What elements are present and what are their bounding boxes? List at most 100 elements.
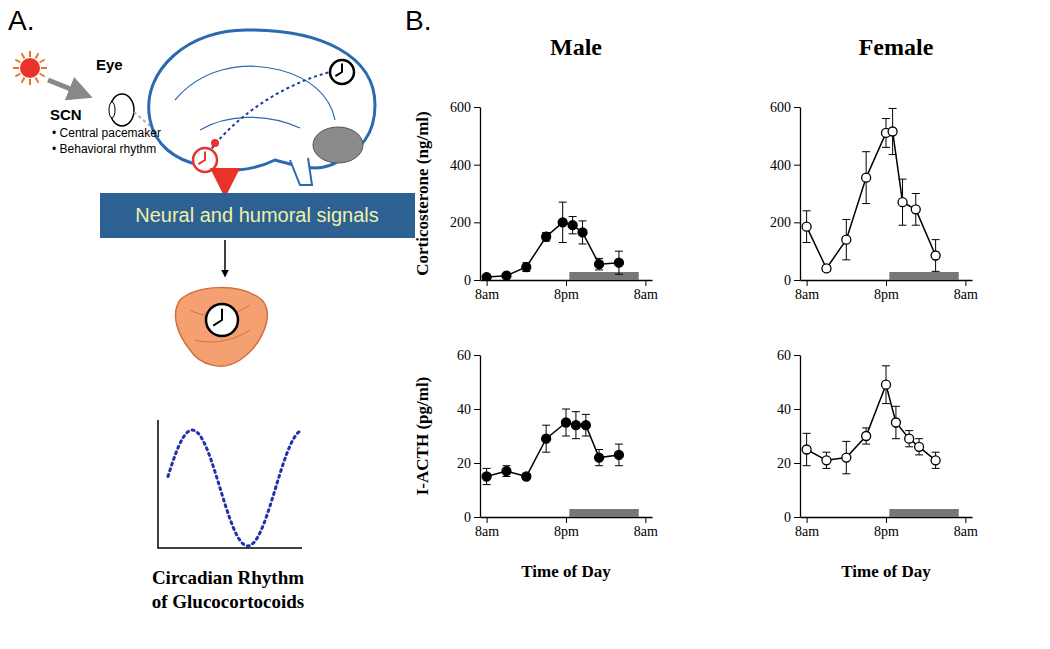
x-tick-mark [645,517,646,523]
sun [13,51,47,85]
x-tick-label: 8pm [874,287,899,302]
data-point [522,263,531,272]
error-bar [615,444,623,466]
error-bar [595,258,603,270]
x-axis: 8am 8pm 8am [475,517,658,539]
error-bar-cap [932,239,940,240]
error-bar-cap [905,430,913,431]
y-tick: 200 [770,215,800,230]
error-bar [502,466,510,477]
error-bar-cap [932,271,940,272]
error-bar-cap [882,365,890,366]
error-bar-cap [595,269,603,270]
error-bar-cap [569,233,577,234]
data-point [502,467,511,476]
plot-area [802,108,959,280]
data-point [905,434,914,443]
clock-face [193,148,217,172]
x-tick-label: 8pm [554,287,579,302]
data-line [807,385,936,461]
x-tick: 8am [475,517,499,539]
data-point [931,251,940,260]
x-tick: 8pm [554,517,579,539]
data-point [595,260,604,269]
error-bar [579,221,587,244]
y-tick-label: 0 [464,273,471,288]
x-tick-mark [965,517,966,523]
x-tick: 8pm [874,517,899,539]
y-tick-label: 400 [770,158,791,173]
y-tick: 0 [784,273,800,288]
data-point [502,271,511,280]
data-line [487,222,619,277]
data-point [915,442,924,451]
x-tick-mark [566,517,567,523]
x-tick: 8pm [874,280,899,302]
panel-label: B. [405,5,431,36]
data-point [595,453,604,462]
y-axis-title: I-ACTH (pg/ml) [413,377,432,496]
y-axis: 0204060 [457,348,481,525]
data-point [482,472,491,481]
y-tick: 0 [464,273,480,288]
data-point [578,228,587,237]
y-tick: 40 [457,402,480,417]
error-bar-cap [559,202,567,203]
y-axis-title: Corticosterone (ng/ml) [413,111,432,275]
y-tick-label: 600 [770,100,791,115]
sun-ray [40,74,45,77]
x-tick-label: 8am [795,524,819,539]
error-bar-cap [842,259,850,260]
error-bar-cap [572,411,580,412]
data-point [568,221,577,230]
signal-box [100,193,415,238]
error-bar-cap [882,147,890,148]
error-bar [542,232,550,241]
data-point [802,445,811,454]
error-bar-cap [892,406,900,407]
data-point [822,264,831,273]
error-bar [542,425,550,452]
error-bar-cap [912,193,920,194]
y-tick-mark [474,280,480,281]
error-bar [932,452,940,468]
panel-label: A. [8,5,34,36]
plot-area [482,202,639,280]
error-bar-cap [889,108,897,109]
error-bar [932,240,940,272]
y-tick-label: 60 [457,348,471,363]
data-point [842,235,851,244]
data-line [807,132,936,269]
error-bar [803,433,811,465]
y-tick: 400 [450,158,480,173]
y-tick-mark [794,517,800,518]
clock-hands [335,64,342,77]
y-tick-mark [794,463,800,464]
x-tick: 8am [795,517,819,539]
y-tick-mark [474,355,480,356]
data-point [802,222,811,231]
x-tick-label: 8am [634,524,658,539]
error-bar [803,211,811,243]
y-axis: 0200400600 [450,100,481,288]
y-tick-mark [794,280,800,281]
y-tick-label: 20 [777,456,791,471]
x-axis-title: Time of Day [841,562,931,581]
error-bar-cap [572,438,580,439]
error-bar-cap [862,203,870,204]
error-bar-cap [915,438,923,439]
data-point [898,198,907,207]
sun-ray [13,67,19,69]
y-tick-label: 40 [457,402,471,417]
scn-label: SCN [50,106,82,123]
error-bar [615,251,623,274]
clock-face [330,60,354,84]
x-tick-mark [886,280,887,286]
light-arrow [48,80,88,96]
y-tick-mark [474,107,480,108]
sun-ray [40,60,45,63]
y-axis: 0204060 [777,348,801,525]
x-tick-mark [487,517,488,523]
y-tick: 20 [777,456,800,471]
data-point [522,472,531,481]
